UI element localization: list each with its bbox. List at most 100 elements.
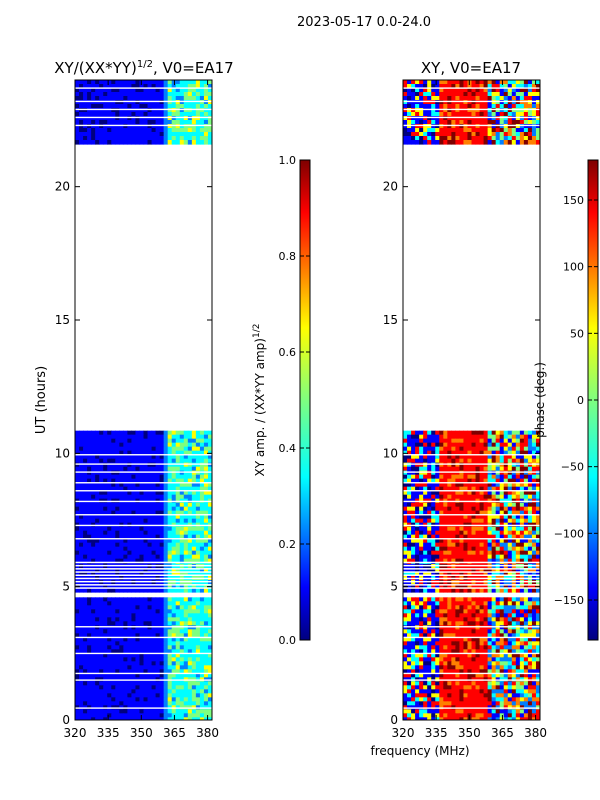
heatmap-cell	[203, 506, 209, 512]
heatmap-cell	[151, 438, 157, 444]
heatmap-cell	[111, 132, 116, 137]
heatmap-cell	[91, 584, 96, 589]
heatmap-cell	[75, 617, 80, 622]
heatmap-cell	[107, 462, 112, 468]
heatmap-cell	[407, 653, 412, 658]
heatmap-cell	[159, 136, 165, 141]
heatmap-cell	[183, 494, 189, 500]
heatmap-cell	[115, 572, 120, 577]
heatmap-cell	[175, 124, 181, 129]
heatmap-cell	[203, 584, 209, 589]
heatmap-cell	[163, 558, 169, 564]
heatmap-cell	[87, 434, 92, 440]
heatmap-cell	[487, 442, 493, 448]
heatmap-cell	[135, 558, 141, 564]
heatmap-cell	[111, 96, 116, 101]
heatmap-cell	[459, 454, 465, 460]
heatmap-cell	[79, 601, 84, 606]
heatmap-cell	[503, 633, 509, 638]
heatmap-cell	[123, 530, 128, 536]
heatmap-cell	[111, 661, 116, 666]
heatmap-cell	[179, 482, 185, 488]
heatmap-cell	[135, 490, 141, 496]
heatmap-cell	[107, 681, 112, 686]
heatmap-cell	[455, 572, 461, 577]
heatmap-cell	[439, 605, 444, 610]
heatmap-cell	[207, 629, 212, 634]
heatmap-cell	[139, 605, 145, 610]
heatmap-cell	[203, 96, 209, 101]
heatmap-cell	[191, 558, 197, 564]
heatmap-cell	[183, 653, 189, 658]
heatmap-cell	[519, 669, 525, 674]
heatmap-cell	[159, 605, 165, 610]
heatmap-cell	[191, 597, 197, 602]
heatmap-cell	[515, 709, 521, 714]
heatmap-cell	[463, 486, 469, 492]
heatmap-cell	[127, 605, 133, 610]
heatmap-cell	[119, 625, 124, 630]
heatmap-cell	[87, 665, 92, 670]
heatmap-cell	[155, 128, 161, 133]
heatmap-cell	[459, 572, 465, 577]
heatmap-cell	[527, 494, 533, 500]
heatmap-cell	[151, 534, 157, 540]
heatmap-cell	[423, 613, 428, 618]
heatmap-cell	[179, 697, 185, 702]
heatmap-cell	[115, 438, 120, 444]
heatmap-cell	[191, 657, 197, 662]
heatmap-cell	[471, 482, 477, 488]
heatmap-cell	[423, 601, 428, 606]
heatmap-cell	[95, 534, 100, 540]
heatmap-cell	[95, 542, 100, 548]
heatmap-cell	[143, 92, 149, 97]
heatmap-cell	[155, 478, 161, 484]
heatmap-cell	[159, 693, 165, 698]
heatmap-cell	[155, 538, 161, 544]
heatmap-cell	[427, 466, 432, 472]
heatmap-cell	[167, 100, 173, 105]
heatmap-cell	[103, 605, 108, 610]
heatmap-cell	[523, 637, 529, 642]
heatmap-cell	[159, 442, 165, 448]
heatmap-cell	[415, 466, 420, 472]
heatmap-cell	[171, 657, 177, 662]
heatmap-cell	[199, 124, 205, 129]
heatmap-cell	[503, 478, 509, 484]
heatmap-cell	[519, 609, 525, 614]
heatmap-cell	[115, 510, 120, 516]
heatmap-cell	[123, 454, 128, 460]
heatmap-cell	[191, 538, 197, 544]
heatmap-cell	[107, 605, 112, 610]
heatmap-cell	[147, 617, 153, 622]
heatmap-cell	[435, 446, 440, 452]
heatmap-cell	[415, 709, 420, 714]
heatmap-cell	[155, 665, 161, 670]
heatmap-cell	[135, 657, 141, 662]
heatmap-cell	[131, 466, 137, 472]
heatmap-cell	[531, 490, 537, 496]
heatmap-cell	[471, 673, 477, 678]
heatmap-cell	[99, 709, 104, 714]
heatmap-cell	[451, 697, 456, 702]
heatmap-cell	[175, 470, 181, 476]
heatmap-cell	[487, 430, 493, 436]
heatmap-cell	[507, 454, 513, 460]
heatmap-cell	[443, 478, 448, 484]
heatmap-cell	[427, 434, 432, 440]
heatmap-cell	[419, 466, 424, 472]
heatmap-cell	[111, 625, 116, 630]
heatmap-cell	[523, 633, 529, 638]
heatmap-cell	[131, 108, 137, 113]
heatmap-cell	[403, 717, 408, 720]
heatmap-cell	[179, 490, 185, 496]
heatmap-cell	[119, 538, 124, 544]
heatmap-cell	[79, 597, 84, 602]
heatmap-cell	[91, 709, 96, 714]
heatmap-cell	[95, 490, 100, 496]
heatmap-cell	[479, 450, 485, 456]
heatmap-cell	[111, 470, 116, 476]
heatmap-cell	[107, 542, 112, 548]
heatmap-cell	[419, 661, 424, 666]
heatmap-cell	[191, 693, 197, 698]
